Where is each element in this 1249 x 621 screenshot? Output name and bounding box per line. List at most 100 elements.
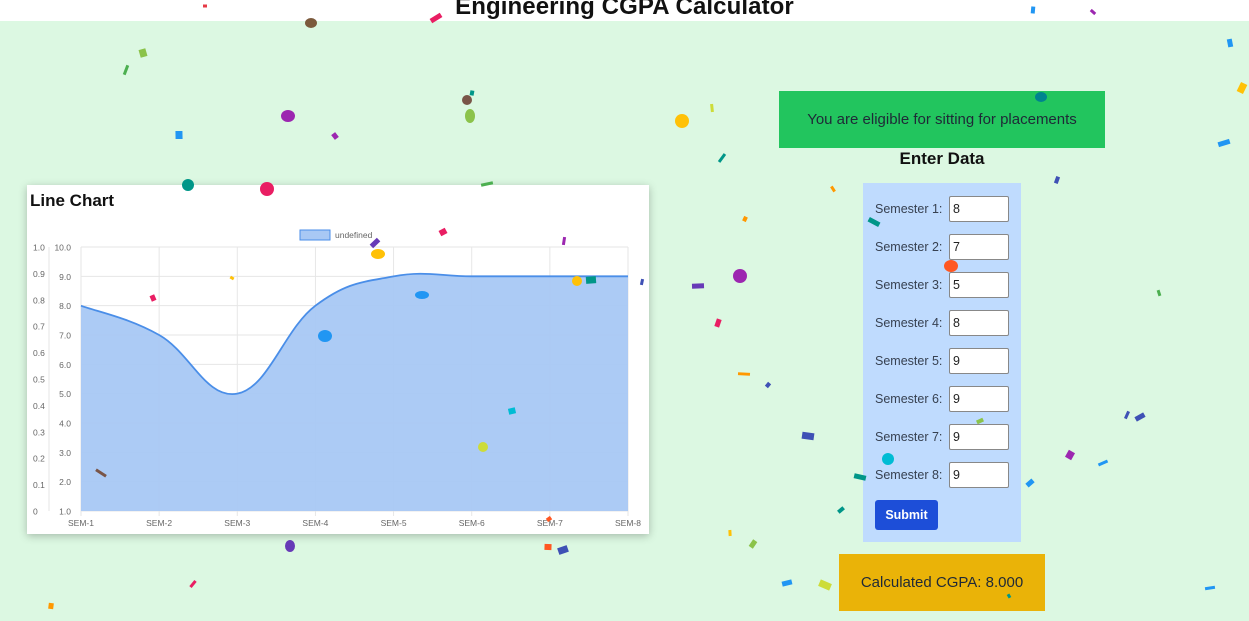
x-tick-label: SEM-3 [224,518,250,528]
semester-label: Semester 1: [875,202,943,216]
semester-7-input[interactable] [949,424,1009,450]
semester-row-4: Semester 4: [875,310,1009,336]
confetti-piece [462,95,472,105]
confetti-piece [818,579,832,591]
left-axis-tick-label: 1.0 [33,243,45,253]
confetti-piece [1236,81,1248,95]
semester-row-2: Semester 2: [875,234,1009,260]
left-axis-tick-label: 0.8 [33,295,45,305]
confetti-piece [737,372,751,376]
y-tick-label: 3.0 [59,448,71,458]
left-axis-tick-label: 0.1 [33,480,45,490]
confetti-piece [728,529,732,537]
semester-2-input[interactable] [949,234,1009,260]
semester-5-input[interactable] [949,348,1009,374]
confetti-piece [48,602,54,610]
confetti-piece [1053,176,1061,184]
confetti-piece [733,269,747,283]
confetti-piece [1064,449,1076,461]
series-line [80,272,628,395]
confetti-piece [801,431,815,441]
semester-3-input[interactable] [949,272,1009,298]
confetti-piece [742,215,748,223]
confetti-piece [331,132,339,140]
confetti-piece [281,110,295,122]
confetti-piece [1134,412,1146,422]
left-axis-tick-label: 0 [33,507,38,517]
confetti-piece [189,579,197,589]
chart-title: Line Chart [30,191,115,210]
y-tick-label: 10.0 [54,243,71,253]
confetti-piece [748,539,758,549]
confetti-piece [138,48,148,58]
semester-label: Semester 5: [875,354,943,368]
confetti-piece [717,153,727,163]
line-chart: 10.0 9.0 8.0 7.0 6.0 5.0 4.0 3.0 2.0 1.0 1.0 0.9 0.8… [33,229,641,528]
confetti-piece [710,103,714,113]
confetti-piece [1204,585,1216,591]
semester-label: Semester 2: [875,240,943,254]
semester-label: Semester 4: [875,316,943,330]
left-axis-tick-label: 0.9 [33,269,45,279]
semester-8-input[interactable] [949,462,1009,488]
confetti-piece [1124,410,1130,420]
semester-label: Semester 3: [875,278,943,292]
confetti-piece [781,579,793,587]
confetti-piece [1226,38,1234,48]
y-tick-label: 5.0 [59,389,71,399]
left-axis-tick-label: 0.5 [33,375,45,385]
cgpa-result-banner: Calculated CGPA: 8.000 [839,554,1045,611]
confetti-piece [691,283,705,289]
semester-6-input[interactable] [949,386,1009,412]
confetti-piece [122,64,130,76]
y-tick-label: 9.0 [59,272,71,282]
semester-row-1: Semester 1: [875,196,1009,222]
cgpa-result-text: Calculated CGPA: 8.000 [860,574,1024,591]
semester-label: Semester 7: [875,430,943,444]
left-axis-tick-label: 0.7 [33,322,45,332]
confetti-piece [830,185,836,193]
confetti-piece [837,506,845,514]
confetti-piece [764,381,772,389]
confetti-piece [175,130,183,140]
semester-row-3: Semester 3: [875,272,1009,298]
confetti-piece [1217,138,1231,148]
confetti-piece [465,109,475,123]
y-tick-label: 7.0 [59,331,71,341]
confetti-piece [544,543,552,551]
submit-button[interactable]: Submit [875,500,938,530]
confetti-piece [469,90,475,96]
page-title: Engineering CGPA Calculator [455,0,794,20]
x-tick-label: SEM-8 [615,518,641,528]
enter-data-heading: Enter Data [899,149,985,168]
confetti-piece [714,318,722,328]
confetti-piece [285,540,295,552]
left-axis-tick-label: 0.3 [33,427,45,437]
semester-row-8: Semester 8: [875,462,1009,488]
semester-1-input[interactable] [949,196,1009,222]
x-tick-label: SEM-2 [146,518,172,528]
semester-row-6: Semester 6: [875,386,1009,412]
semester-4-input[interactable] [949,310,1009,336]
eligibility-banner: You are eligible for sitting for placeme… [779,91,1105,148]
legend-swatch [299,229,331,241]
left-axis-tick-label: 0.2 [33,454,45,464]
semester-label: Semester 8: [875,468,943,482]
legend-label: undefined [335,230,373,240]
x-tick-label: SEM-5 [381,518,407,528]
semester-row-7: Semester 7: [875,424,1009,450]
x-tick-label: SEM-1 [68,518,94,528]
y-tick-label: 6.0 [59,360,71,370]
confetti-piece [1025,478,1035,488]
left-axis-tick-label: 0.4 [33,401,45,411]
confetti-piece [557,545,569,555]
y-tick-label: 4.0 [59,419,71,429]
semester-form: Semester 1: Semester 2: Semester 3: Seme… [863,183,1021,542]
x-tick-label: SEM-7 [537,518,563,528]
x-tick-label: SEM-4 [302,518,328,528]
confetti-piece [675,114,689,128]
y-tick-label: 8.0 [59,301,71,311]
confetti-piece [1097,459,1109,467]
confetti-piece [1156,289,1162,297]
series-area [81,273,628,511]
